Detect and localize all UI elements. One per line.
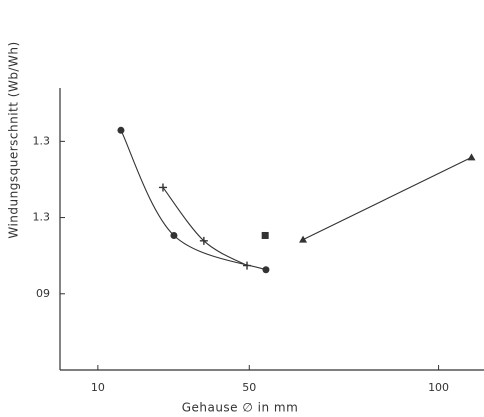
y-axis-label: Windungsquerschnitt (Wb/Wh) — [7, 41, 21, 238]
y-tick-label: 1.3 — [33, 211, 51, 224]
x-axis-label: Gehause ∅ in mm — [182, 401, 299, 415]
point — [299, 235, 308, 243]
y-tick-label: 1.3 — [33, 134, 51, 147]
point — [117, 126, 125, 134]
point — [261, 231, 269, 239]
series-line — [302, 156, 472, 241]
series-line — [120, 130, 267, 271]
x-tick-label: 50 — [242, 381, 256, 394]
point — [170, 231, 178, 239]
x-tick-label: 100 — [428, 381, 449, 394]
x-tick-label: 10 — [91, 381, 105, 394]
point — [467, 153, 476, 161]
y-tick-label: 09 — [36, 287, 50, 300]
point — [158, 183, 167, 192]
point — [199, 236, 208, 245]
point — [262, 266, 270, 274]
point — [243, 261, 252, 270]
